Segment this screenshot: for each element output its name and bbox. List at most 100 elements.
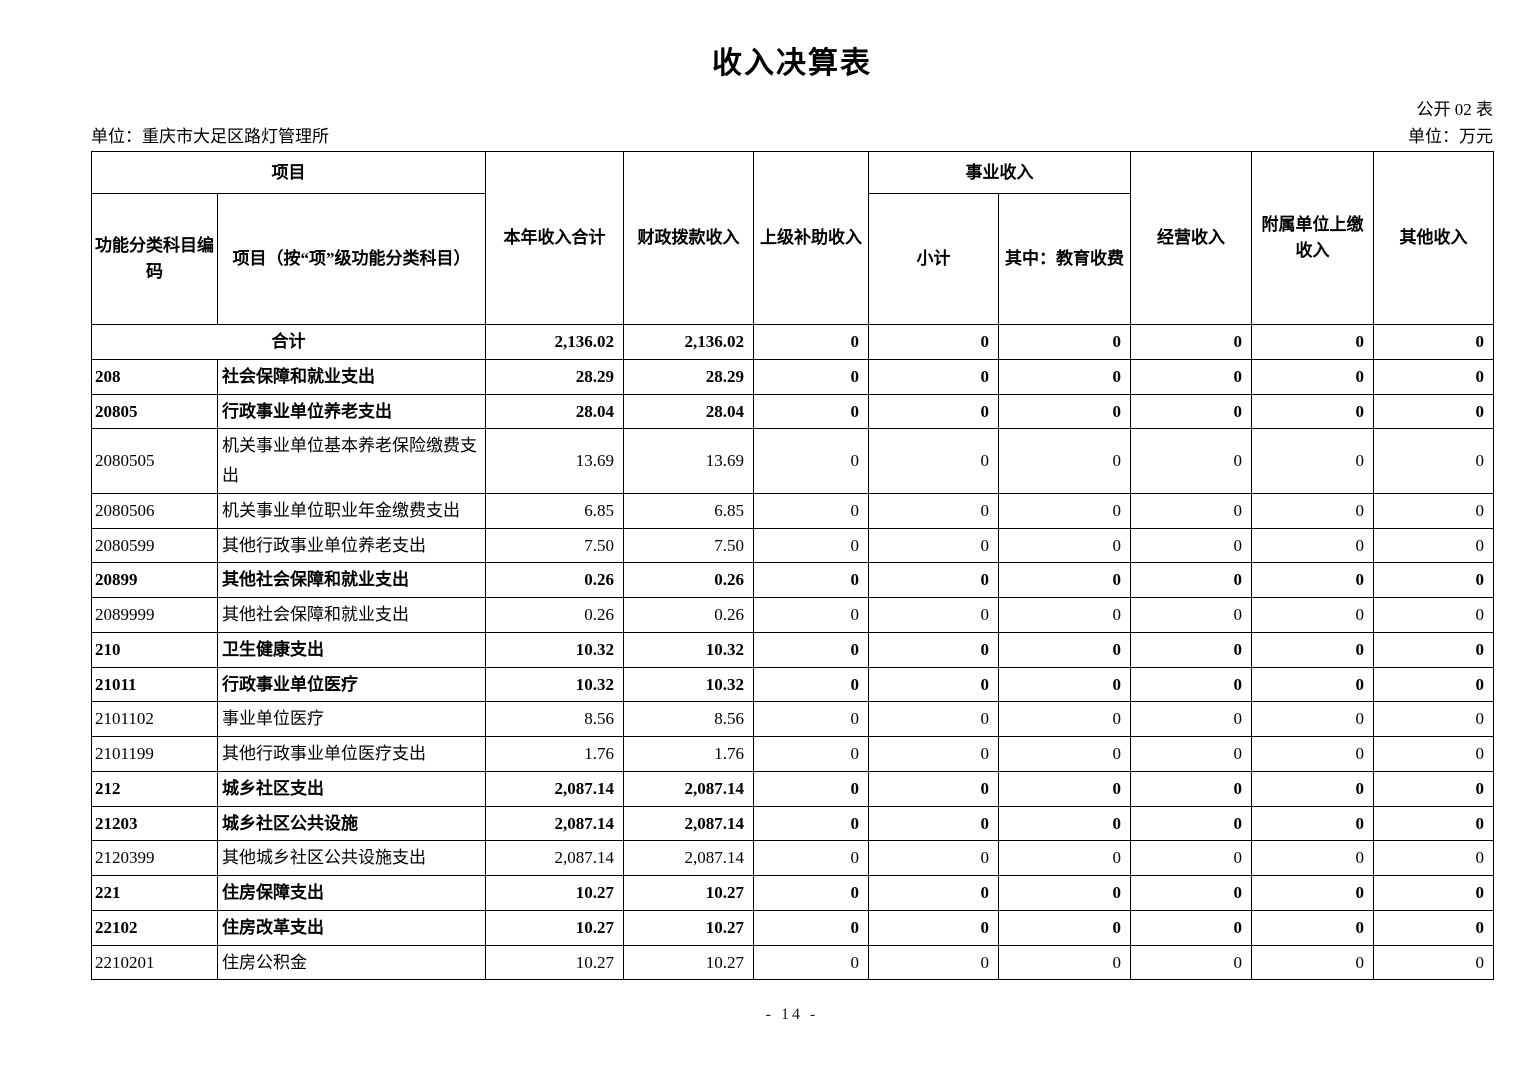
cell-value: 0 [1373, 736, 1494, 772]
cell-value: 2,136.02 [485, 324, 624, 360]
cell-value: 2,087.14 [485, 840, 624, 877]
cell-value: 0 [1130, 527, 1252, 564]
cell-value: 0 [1251, 770, 1374, 807]
cell-value: 0 [1251, 944, 1374, 981]
cell-value: 0 [1130, 701, 1252, 738]
cell-value: 0 [998, 358, 1131, 395]
cell-value: 0 [1251, 428, 1374, 494]
revenue-table: 项目 本年收入合计 财政拨款收入 上级补助收入 事业收入 经营收入 附属单位上缴… [91, 151, 1494, 981]
cell-value: 10.27 [623, 909, 754, 946]
cell-value: 10.27 [623, 875, 754, 911]
org-unit-label: 单位：重庆市大足区路灯管理所 [91, 127, 329, 147]
cell-value: 0 [868, 527, 999, 564]
table-body: 合计 2,136.02 2,136.02 0 0 0 0 0 0 208 社会保… [91, 324, 1494, 981]
cell-value: 28.29 [623, 358, 754, 395]
cell-value: 0 [868, 701, 999, 738]
cell-name: 住房改革支出 [217, 909, 486, 946]
cell-value: 2,087.14 [623, 805, 754, 842]
cell-value: 0 [1251, 701, 1374, 738]
cell-value: 0 [998, 393, 1131, 430]
table-row: 2120399 其他城乡社区公共设施支出 2,087.14 2,087.14 0… [91, 840, 1494, 877]
cell-value: 0 [868, 666, 999, 703]
cell-value: 0 [1130, 944, 1252, 981]
cell-value: 0 [998, 944, 1131, 981]
cell-value: 2,087.14 [485, 805, 624, 842]
cell-value: 0 [1251, 324, 1374, 360]
cell-value: 0 [1373, 527, 1494, 564]
cell-value: 0 [1373, 492, 1494, 529]
cell-value: 0 [1373, 840, 1494, 877]
cell-value: 0 [753, 875, 869, 911]
cell-value: 0 [1130, 909, 1252, 946]
cell-value: 0 [998, 597, 1131, 633]
cell-value: 0 [998, 736, 1131, 772]
cell-value: 1.76 [485, 736, 624, 772]
cell-value: 8.56 [623, 701, 754, 738]
table-row: 2089999 其他社会保障和就业支出 0.26 0.26 0 0 0 0 0 … [91, 597, 1494, 633]
cell-name: 卫生健康支出 [217, 631, 486, 668]
col-header-affiliated-income: 附属单位上缴收入 [1251, 151, 1374, 326]
table-row: 2080599 其他行政事业单位养老支出 7.50 7.50 0 0 0 0 0… [91, 527, 1494, 564]
table-row: 212 城乡社区支出 2,087.14 2,087.14 0 0 0 0 0 0 [91, 770, 1494, 807]
table-row: 20899 其他社会保障和就业支出 0.26 0.26 0 0 0 0 0 0 [91, 562, 1494, 599]
cell-value: 28.04 [485, 393, 624, 430]
header-row-2: 功能分类科目编码 项目（按“项”级功能分类科目） 小计 其中：教育收费 [91, 193, 1494, 326]
cell-code: 2089999 [91, 597, 218, 633]
cell-value: 0 [753, 944, 869, 981]
cell-code: 2080599 [91, 527, 218, 564]
cell-value: 0 [1373, 428, 1494, 494]
cell-code: 221 [91, 875, 218, 911]
table-row: 20805 行政事业单位养老支出 28.04 28.04 0 0 0 0 0 0 [91, 393, 1494, 430]
col-header-education-fee: 其中：教育收费 [998, 193, 1131, 326]
cell-value: 0 [1251, 393, 1374, 430]
cell-value: 0 [753, 666, 869, 703]
cell-value: 0 [1251, 805, 1374, 842]
currency-unit-label: 单位：万元 [1408, 127, 1493, 147]
cell-name: 合计 [91, 324, 486, 360]
cell-value: 1.76 [623, 736, 754, 772]
cell-value: 0 [1130, 358, 1252, 395]
cell-value: 0 [753, 631, 869, 668]
cell-value: 10.32 [623, 666, 754, 703]
table-row: 2101102 事业单位医疗 8.56 8.56 0 0 0 0 0 0 [91, 701, 1494, 738]
cell-code: 2120399 [91, 840, 218, 877]
cell-value: 0 [998, 875, 1131, 911]
cell-value: 0 [868, 805, 999, 842]
cell-value: 0 [1130, 805, 1252, 842]
cell-value: 0 [868, 631, 999, 668]
cell-value: 6.85 [485, 492, 624, 529]
cell-value: 8.56 [485, 701, 624, 738]
cell-value: 0 [1373, 701, 1494, 738]
cell-value: 0 [1373, 393, 1494, 430]
cell-value: 10.27 [623, 944, 754, 981]
cell-value: 0 [868, 944, 999, 981]
page-title: 收入决算表 [712, 47, 872, 80]
cell-name: 城乡社区支出 [217, 770, 486, 807]
cell-value: 0 [868, 324, 999, 360]
cell-value: 0 [1373, 631, 1494, 668]
cell-value: 0 [1251, 358, 1374, 395]
cell-value: 2,136.02 [623, 324, 754, 360]
meta-row: 单位：重庆市大足区路灯管理所 单位：万元 [91, 126, 1493, 148]
table-row: 210 卫生健康支出 10.32 10.32 0 0 0 0 0 0 [91, 631, 1494, 668]
table-row: 2101199 其他行政事业单位医疗支出 1.76 1.76 0 0 0 0 0… [91, 736, 1494, 772]
cell-value: 0 [753, 358, 869, 395]
cell-value: 0 [868, 597, 999, 633]
table-row: 2080505 机关事业单位基本养老保险缴费支出 13.69 13.69 0 0… [91, 428, 1494, 494]
cell-code: 2080506 [91, 492, 218, 529]
cell-value: 10.32 [485, 631, 624, 668]
table-row: 2080506 机关事业单位职业年金缴费支出 6.85 6.85 0 0 0 0… [91, 492, 1494, 529]
cell-value: 7.50 [485, 527, 624, 564]
cell-value: 0 [868, 428, 999, 494]
cell-value: 0 [1130, 770, 1252, 807]
cell-code: 210 [91, 631, 218, 668]
cell-value: 0 [868, 562, 999, 599]
table-row: 208 社会保障和就业支出 28.29 28.29 0 0 0 0 0 0 [91, 358, 1494, 395]
cell-name: 住房公积金 [217, 944, 486, 981]
cell-code: 22102 [91, 909, 218, 946]
cell-value: 0 [1130, 666, 1252, 703]
cell-value: 0 [753, 428, 869, 494]
cell-value: 0.26 [485, 562, 624, 599]
cell-value: 0 [998, 562, 1131, 599]
cell-value: 0 [1373, 805, 1494, 842]
